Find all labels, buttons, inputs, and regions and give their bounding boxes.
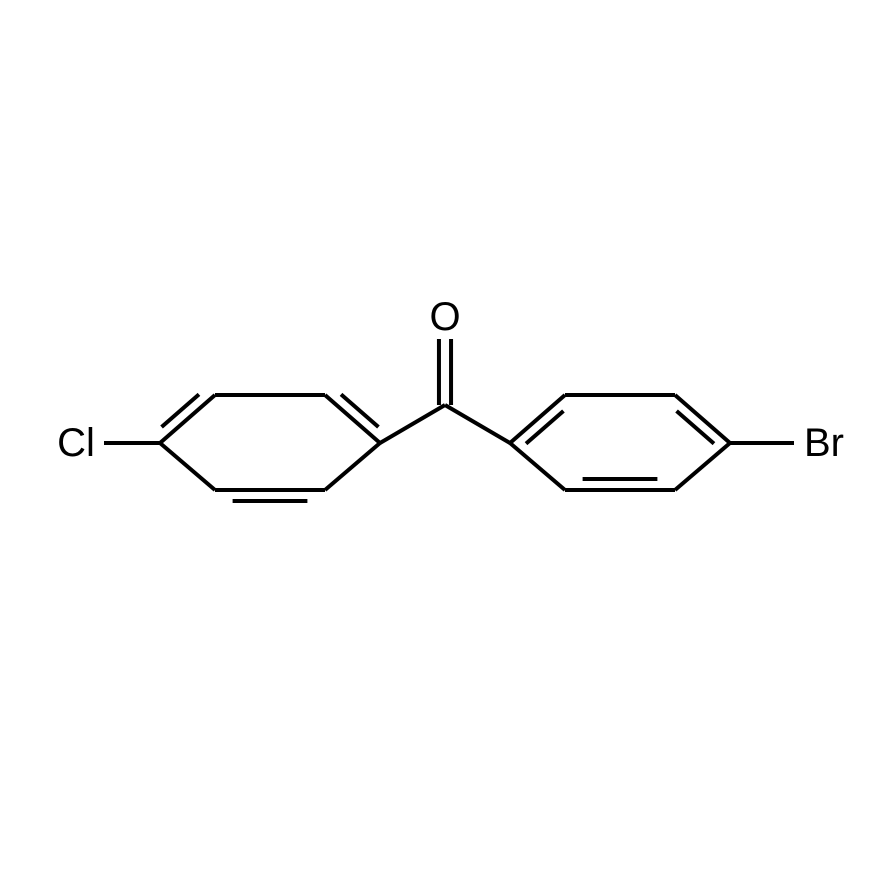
atom-label-br: Br (804, 421, 844, 465)
atom-label-cl: Cl (57, 421, 95, 465)
atom-label-o: O (429, 295, 460, 339)
molecule-diagram: Cl O Br (0, 0, 890, 890)
